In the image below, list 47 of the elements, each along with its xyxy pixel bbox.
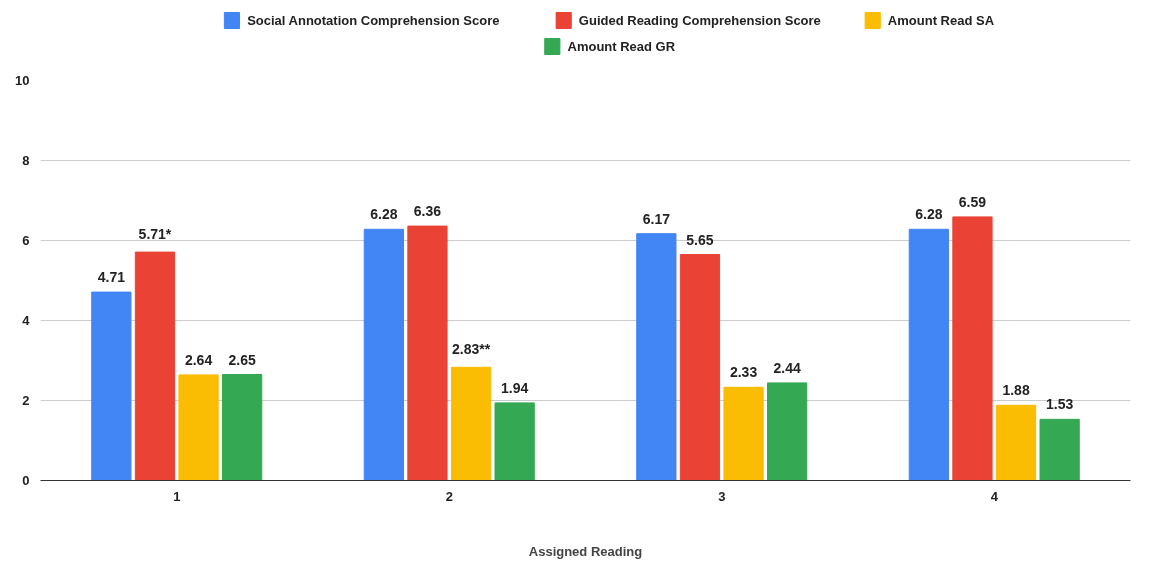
- bar: [723, 386, 764, 481]
- bar: [952, 216, 993, 481]
- y-tick-label: 4: [22, 313, 31, 328]
- data-label: 5.65: [686, 231, 714, 248]
- bar: [222, 374, 263, 481]
- bar: [1039, 418, 1080, 481]
- legend-label: Guided Reading Comprehension Score: [578, 13, 821, 28]
- data-label: 6.28: [915, 206, 943, 223]
- y-tick-label: 10: [15, 73, 30, 88]
- data-label: 6.17: [642, 210, 671, 227]
- bar: [908, 228, 949, 481]
- x-tick-label: 3: [718, 488, 726, 504]
- data-label: 5.71*: [138, 226, 172, 243]
- y-tick-label: 8: [22, 153, 30, 168]
- bar: [767, 382, 808, 481]
- legend-label: Amount Read SA: [887, 13, 995, 28]
- data-label: 2.83**: [451, 341, 491, 358]
- bar: [679, 254, 721, 481]
- data-label: 2.64: [184, 351, 213, 368]
- y-tick-label: 2: [22, 393, 30, 408]
- data-label: 6.59: [958, 193, 987, 210]
- bar: [407, 225, 448, 481]
- bar: [363, 228, 404, 481]
- data-label: 6.28: [370, 206, 398, 223]
- legend-label: Social Annotation Comprehension Score: [247, 13, 500, 28]
- bar: [134, 251, 176, 481]
- data-label: 2.44: [773, 359, 801, 376]
- y-tick-label: 6: [22, 233, 30, 248]
- bar: [494, 402, 535, 481]
- bar: [178, 374, 219, 481]
- data-label: 4.71: [97, 269, 126, 286]
- x-tick-label: 4: [990, 488, 999, 504]
- data-label: 2.65: [228, 351, 256, 368]
- bar: [450, 366, 492, 481]
- bar: [91, 291, 132, 481]
- data-label: 2.33: [729, 364, 758, 381]
- x-axis-title: Assigned Reading: [528, 543, 643, 559]
- data-label: 6.36: [413, 203, 442, 220]
- legend-label: Amount Read GR: [567, 39, 676, 54]
- bar: [636, 233, 677, 481]
- x-tick-label: 1: [173, 488, 181, 504]
- bar: [995, 404, 1037, 481]
- x-tick-label: 2: [445, 488, 453, 504]
- data-label: 1.53: [1046, 396, 1074, 413]
- data-label: 1.88: [1002, 382, 1030, 399]
- y-tick-label: 0: [22, 473, 30, 488]
- data-label: 1.94: [501, 379, 529, 396]
